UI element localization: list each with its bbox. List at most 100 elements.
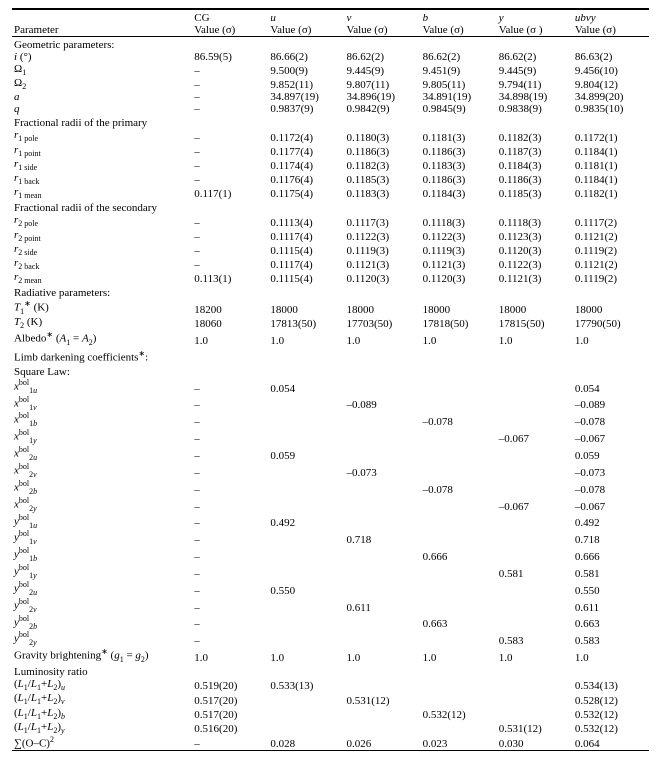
- value-cell: 0.1123(3): [497, 229, 573, 243]
- value-cell: [421, 428, 497, 445]
- value-cell: 0.1121(3): [497, 271, 573, 285]
- param-label: T1∗ (K): [12, 299, 192, 316]
- value-cell: [268, 707, 344, 721]
- value-cell: [268, 692, 344, 706]
- value-cell: 0.1120(3): [421, 271, 497, 285]
- value-cell: 17703(50): [345, 316, 421, 330]
- value-cell: 0.1181(3): [421, 129, 497, 143]
- value-cell: 0.1119(3): [421, 243, 497, 257]
- param-label: xbol2b: [12, 479, 192, 496]
- value-cell: 0.1117(2): [573, 214, 649, 228]
- param-label: r2 point: [12, 229, 192, 243]
- value-cell: 0.1184(1): [573, 172, 649, 186]
- value-cell: 0.666: [421, 546, 497, 563]
- value-cell: [421, 513, 497, 530]
- value-cell: 0.1184(3): [421, 186, 497, 200]
- table-row: r1 point–0.1177(4)0.1186(3)0.1186(3)0.11…: [12, 144, 649, 158]
- value-cell: [268, 395, 344, 412]
- section-title: Luminosity ratio: [12, 664, 649, 678]
- col-sub-cg: Value (σ): [192, 24, 268, 37]
- param-label: r2 back: [12, 257, 192, 271]
- value-cell: [497, 411, 573, 428]
- param-label: xbol2u: [12, 445, 192, 462]
- value-cell: –: [192, 158, 268, 172]
- value-cell: 1.0: [192, 647, 268, 664]
- value-cell: 0.666: [573, 546, 649, 563]
- value-cell: [421, 721, 497, 735]
- col-sub-y: Value (σ ): [497, 24, 573, 37]
- value-cell: –: [192, 63, 268, 77]
- value-cell: [345, 721, 421, 735]
- value-cell: 0.1177(4): [268, 144, 344, 158]
- table-row: r2 point–0.1117(4)0.1122(3)0.1122(3)0.11…: [12, 229, 649, 243]
- value-cell: 1.0: [345, 330, 421, 347]
- value-cell: 0.9835(10): [573, 103, 649, 115]
- value-cell: [421, 445, 497, 462]
- value-cell: 0.492: [268, 513, 344, 530]
- value-cell: 34.896(19): [345, 91, 421, 103]
- table-body: Geometric parameters:i (°)86.59(5)86.66(…: [12, 37, 649, 750]
- value-cell: 9.805(11): [421, 77, 497, 91]
- param-label: r1 pole: [12, 129, 192, 143]
- value-cell: 86.62(2): [497, 51, 573, 63]
- value-cell: 0.1117(3): [345, 214, 421, 228]
- value-cell: [345, 411, 421, 428]
- param-label: r1 side: [12, 158, 192, 172]
- value-cell: 9.804(12): [573, 77, 649, 91]
- value-cell: [497, 462, 573, 479]
- section-title: Fractional radii of the primary: [12, 115, 649, 129]
- table-row: xbol1u–0.0540.054: [12, 378, 649, 395]
- value-cell: [421, 395, 497, 412]
- col-sub-b: Value (σ): [421, 24, 497, 37]
- value-cell: 0.9837(9): [268, 103, 344, 115]
- value-cell: 0.054: [573, 378, 649, 395]
- value-cell: 0.1183(3): [345, 186, 421, 200]
- section-title-row: Luminosity ratio: [12, 664, 649, 678]
- value-cell: –0.067: [497, 496, 573, 513]
- value-cell: –0.089: [573, 395, 649, 412]
- param-label: (L1/L1+L2)y: [12, 721, 192, 735]
- value-cell: –: [192, 496, 268, 513]
- value-cell: [268, 563, 344, 580]
- value-cell: –: [192, 546, 268, 563]
- value-cell: 0.519(20): [192, 678, 268, 692]
- param-label: (L1/L1+L2)u: [12, 678, 192, 692]
- value-cell: 0.1122(3): [497, 257, 573, 271]
- value-cell: [421, 496, 497, 513]
- value-cell: 18000: [573, 299, 649, 316]
- value-cell: 0.1172(1): [573, 129, 649, 143]
- value-cell: 0.583: [497, 630, 573, 647]
- section-title-row: Geometric parameters:: [12, 37, 649, 51]
- value-cell: [497, 513, 573, 530]
- value-cell: [421, 563, 497, 580]
- value-cell: –0.073: [345, 462, 421, 479]
- col-head-y: y: [497, 9, 573, 24]
- value-cell: 0.532(12): [573, 707, 649, 721]
- value-cell: [268, 411, 344, 428]
- value-cell: –: [192, 144, 268, 158]
- param-label: ybol1v: [12, 529, 192, 546]
- value-cell: 0.1115(4): [268, 271, 344, 285]
- value-cell: [268, 630, 344, 647]
- value-cell: [497, 395, 573, 412]
- value-cell: 0.531(12): [345, 692, 421, 706]
- value-cell: 0.581: [497, 563, 573, 580]
- value-cell: 1.0: [421, 647, 497, 664]
- value-cell: –0.067: [573, 428, 649, 445]
- table-row: xbol2v––0.073–0.073: [12, 462, 649, 479]
- param-label: r1 point: [12, 144, 192, 158]
- value-cell: 0.026: [345, 735, 421, 750]
- value-cell: [268, 496, 344, 513]
- table-row: (L1/L1+L2)y0.516(20)0.531(12)0.532(12): [12, 721, 649, 735]
- value-cell: –: [192, 411, 268, 428]
- table-row: r2 mean0.113(1)0.1115(4)0.1120(3)0.1120(…: [12, 271, 649, 285]
- value-cell: [268, 428, 344, 445]
- param-header: Parameter: [12, 24, 192, 37]
- value-cell: 1.0: [421, 330, 497, 347]
- param-label: q: [12, 103, 192, 115]
- value-cell: –: [192, 735, 268, 750]
- value-cell: 0.611: [345, 597, 421, 614]
- value-cell: 86.66(2): [268, 51, 344, 63]
- header-row-1: CG u v b y ubvy: [12, 9, 649, 24]
- value-cell: 0.117(1): [192, 186, 268, 200]
